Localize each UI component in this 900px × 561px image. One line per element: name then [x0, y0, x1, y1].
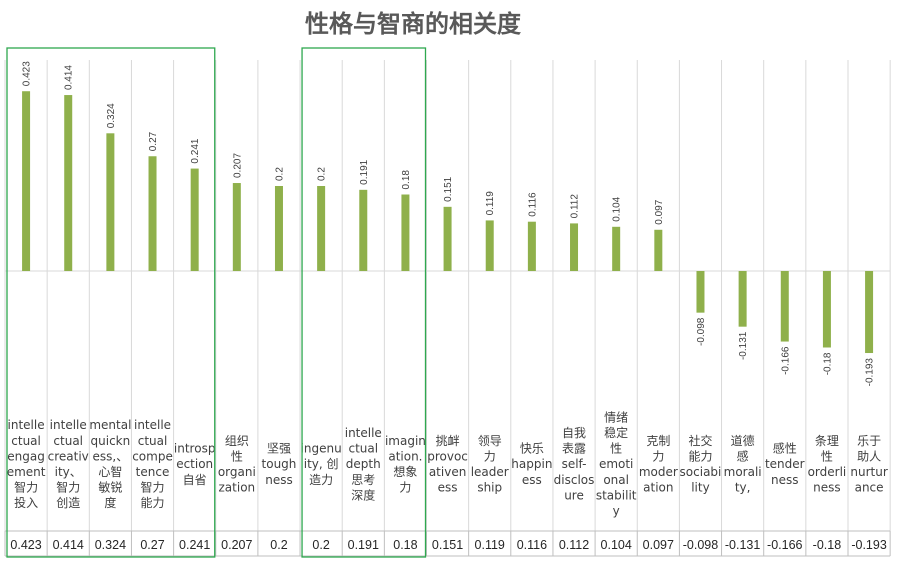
table-cell: 0.423	[10, 538, 41, 552]
category-label: 组织性 organi zation	[218, 434, 256, 495]
data-labels: 0.423 0.414 0.324 0.27 0.241 0.207 0.2 0.2 0.191…	[22, 61, 876, 387]
data-label: 0.27	[148, 131, 159, 151]
bar	[654, 229, 663, 271]
category-label: 乐于助人 nurtur ance	[850, 434, 887, 495]
data-label: -0.098	[696, 317, 707, 346]
table-cell: 0.2	[312, 538, 329, 552]
category-label: 自我表露 self-disclos ure	[554, 426, 595, 502]
data-label: 0.207	[232, 153, 243, 178]
table-cell: 0.324	[95, 538, 126, 552]
table-cell: 0.414	[53, 538, 84, 552]
bar	[865, 271, 874, 354]
bar	[822, 271, 831, 348]
bar	[443, 206, 452, 271]
table-cell: 0.116	[517, 538, 547, 552]
bar	[317, 186, 326, 271]
bar	[232, 183, 241, 271]
bar	[696, 271, 705, 313]
bar	[485, 220, 494, 271]
category-label: 情绪稳定性 emoti onal stabilit y	[596, 410, 637, 518]
table-cell: -0.193	[851, 538, 886, 552]
bar	[22, 91, 31, 271]
table-cell: 0.18	[393, 538, 417, 552]
chart-title: 性格与智商的相关度	[305, 10, 522, 38]
table-cell: 0.241	[179, 538, 210, 552]
category-label: 快乐 happin ess	[511, 442, 552, 487]
table-cell: 0.27	[140, 538, 164, 552]
data-label: 0.2	[274, 167, 285, 181]
data-label: 0.097	[654, 199, 665, 224]
data-label: -0.131	[738, 331, 749, 360]
table-cell: 0.097	[643, 538, 674, 552]
bar-series	[22, 91, 874, 354]
table-cell: 0.207	[221, 538, 252, 552]
bar	[106, 133, 115, 271]
category-label: 社交能力 sociabi lity	[680, 433, 722, 495]
bar	[401, 194, 410, 271]
data-table: 0.423 0.414 0.324 0.27 0.241 0.207 0.2 0.2 0.191…	[4, 530, 891, 557]
bar	[570, 223, 579, 271]
bar	[780, 271, 789, 342]
category-label: 条理性 orderli ness	[808, 434, 847, 495]
data-label: 0.191	[359, 159, 370, 184]
table-cell: -0.18	[813, 538, 842, 552]
data-label: 0.423	[22, 61, 33, 86]
bar	[527, 221, 536, 271]
data-label: 0.119	[485, 191, 496, 216]
data-label: 0.414	[64, 65, 75, 90]
category-label: 感性 tender ness	[765, 441, 805, 487]
data-label: 0.116	[527, 192, 538, 217]
category-label: intelle ctual creativ ity、智力创造	[48, 418, 89, 510]
category-label: 领导力 leader ship	[471, 434, 509, 495]
highlight-box	[6, 47, 216, 558]
data-label: 0.324	[106, 103, 117, 128]
data-label: 0.104	[612, 196, 623, 221]
category-label: 克制力 moder ation	[639, 434, 678, 495]
category-label: intelle ctual depth 思考深度	[345, 426, 382, 502]
data-label: 0.151	[443, 176, 454, 201]
bar	[274, 186, 283, 271]
data-label: -0.193	[865, 358, 876, 387]
data-label: 0.18	[401, 170, 412, 190]
category-label: introsp ection 自省	[174, 442, 216, 487]
bar	[738, 271, 747, 327]
table-cell: 0.151	[432, 538, 463, 552]
category-label: intelle ctual compe tence 智力能力	[132, 418, 173, 510]
table-cell: 0.112	[559, 538, 589, 552]
table-cell: 0.104	[601, 538, 632, 552]
data-label: 0.2	[317, 167, 328, 181]
bar	[190, 168, 199, 271]
bar	[148, 156, 157, 271]
bar	[359, 189, 368, 271]
table-cell: -0.166	[767, 538, 802, 552]
table-cell: 0.191	[348, 538, 379, 552]
bar	[612, 226, 621, 271]
data-label: 0.241	[190, 138, 201, 163]
category-label: imagin ation.想象力	[385, 434, 426, 495]
table-cell: 0.119	[475, 538, 505, 552]
category-label: 挑衅 provoc ativen ess	[427, 434, 468, 495]
category-label: 道德感 morali ty,	[724, 433, 762, 495]
highlight-boxes	[6, 47, 427, 558]
table-cell: -0.098	[683, 538, 718, 552]
category-label: intelle ctual engag ement 智力投入	[7, 418, 46, 510]
category-label: 坚强 tough ness	[262, 442, 297, 487]
data-label: -0.166	[780, 346, 791, 375]
data-label: -0.18	[822, 352, 833, 375]
category-label: ingenu ity, 创造力	[301, 442, 342, 487]
highlight-box	[301, 47, 427, 558]
table-cell: -0.131	[725, 538, 760, 552]
category-label: mental quickn ess,、心智敏锐度	[89, 418, 131, 510]
data-label: 0.112	[570, 194, 581, 219]
bar	[64, 95, 73, 271]
table-cell: 0.2	[270, 538, 287, 552]
